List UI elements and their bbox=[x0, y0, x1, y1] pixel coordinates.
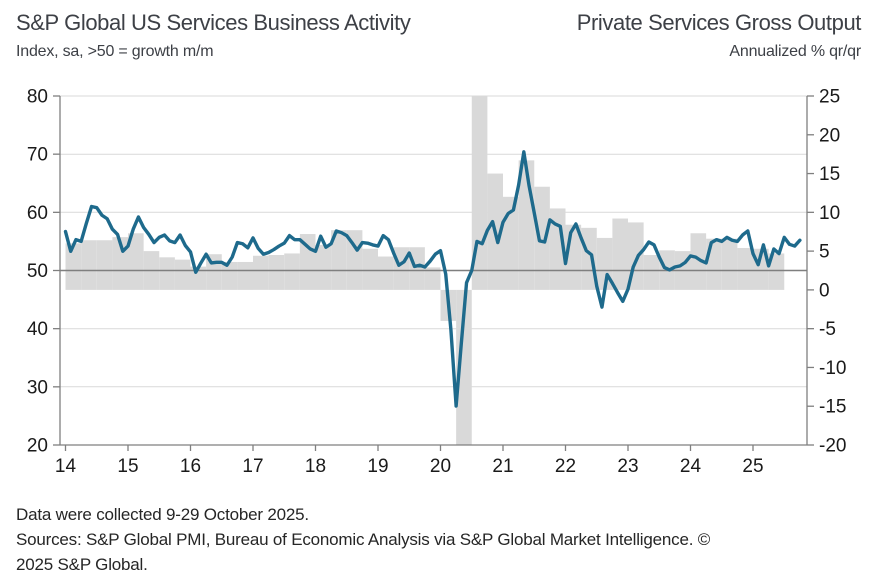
footnote-line: Data were collected 9-29 October 2025. bbox=[16, 505, 309, 524]
left-axis-label: 80 bbox=[27, 87, 48, 108]
x-axis-label: 18 bbox=[305, 456, 326, 477]
x-axis-label: 22 bbox=[555, 456, 576, 477]
left-axis-label: 70 bbox=[27, 145, 48, 166]
x-axis-label: 17 bbox=[242, 456, 263, 477]
x-axis-label: 21 bbox=[492, 456, 513, 477]
footnote-line: Sources: S&P Global PMI, Bureau of Econo… bbox=[16, 530, 711, 549]
left-axis-label: 30 bbox=[27, 377, 48, 398]
right-axis-label: -10 bbox=[819, 358, 846, 379]
right-axis-label: -20 bbox=[819, 436, 846, 457]
right-axis-label: 20 bbox=[819, 125, 840, 146]
x-axis-label: 25 bbox=[742, 456, 763, 477]
axes bbox=[53, 95, 814, 451]
chart-subtitle-left: Index, sa, >50 = growth m/m bbox=[16, 43, 214, 60]
left-axis-label: 40 bbox=[27, 319, 48, 340]
chart-title-right: Private Services Gross Output bbox=[576, 10, 862, 35]
left-axis-label: 20 bbox=[27, 436, 48, 457]
x-axis-label: 23 bbox=[617, 456, 638, 477]
footnote-line: 2025 S&P Global. bbox=[16, 555, 148, 574]
chart-title-left: S&P Global US Services Business Activity bbox=[16, 10, 411, 35]
x-axis-label: 14 bbox=[55, 456, 77, 477]
right-axis-label: 10 bbox=[819, 203, 840, 224]
right-axis-label: -5 bbox=[819, 319, 836, 340]
chart-footnote: Data were collected 9-29 October 2025. S… bbox=[16, 502, 872, 577]
chart-subtitle-right: Annualized % qr/qr bbox=[729, 43, 861, 60]
right-axis-label: 25 bbox=[819, 87, 840, 108]
left-axis-label: 60 bbox=[27, 203, 48, 224]
right-axis-label: 15 bbox=[819, 164, 840, 185]
x-axis-label: 16 bbox=[180, 456, 201, 477]
x-axis-label: 15 bbox=[117, 456, 138, 477]
x-axis-label: 19 bbox=[367, 456, 388, 477]
gridlines bbox=[60, 95, 807, 388]
right-axis-label: -15 bbox=[819, 397, 846, 418]
x-axis-label: 24 bbox=[680, 456, 702, 477]
left-axis-label: 50 bbox=[27, 261, 48, 282]
right-axis-label: 0 bbox=[819, 280, 830, 301]
right-axis-label: 5 bbox=[819, 242, 830, 263]
x-axis-label: 20 bbox=[430, 456, 451, 477]
pmi-line bbox=[63, 150, 802, 408]
